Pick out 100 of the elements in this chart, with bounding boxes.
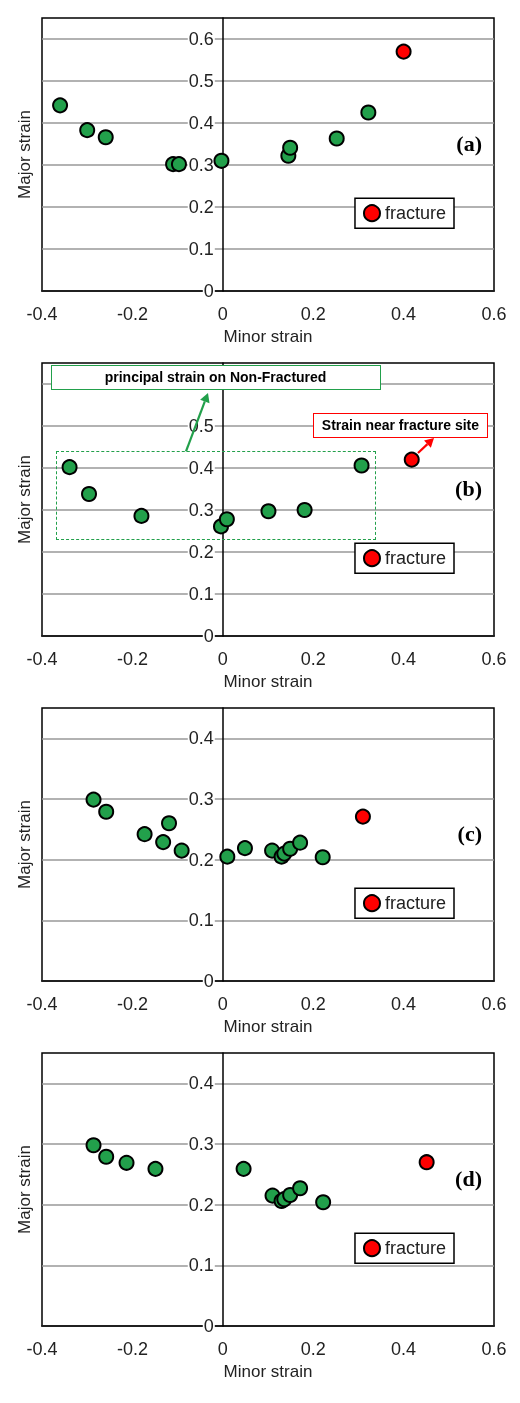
annotation: (c): [457, 821, 482, 847]
point: [395, 43, 412, 60]
point: [354, 808, 371, 825]
x-tick-label: 0.2: [300, 304, 326, 324]
point: [52, 97, 69, 114]
x-axis-title: Minor strain: [223, 1361, 313, 1381]
point: [403, 451, 420, 468]
y-axis-title: Major strain: [14, 1145, 34, 1234]
x-tick-label: 0.6: [481, 304, 507, 324]
x-tick-label: 0.2: [300, 1339, 326, 1359]
y-tick-label: 0.4: [188, 728, 214, 749]
y-tick-label: 0.1: [188, 239, 214, 259]
point: [79, 122, 96, 139]
legend-label: fracture: [384, 203, 447, 224]
x-tick-label: 0.6: [481, 994, 507, 1014]
point: [147, 1160, 164, 1177]
x-tick-label: 0.4: [391, 1339, 417, 1359]
y-tick-label: 0.2: [188, 542, 214, 562]
point: [97, 129, 114, 146]
point: [236, 840, 253, 857]
point: [85, 1137, 102, 1154]
point: [118, 1154, 135, 1171]
y-tick-label: 0.2: [188, 1194, 214, 1215]
point: [418, 1154, 435, 1171]
x-tick-label: -0.2: [116, 1339, 148, 1359]
point: [81, 486, 98, 503]
point: [133, 507, 150, 524]
x-tick-label: -0.2: [116, 304, 148, 324]
point: [360, 104, 377, 121]
y-tick-label: 0.3: [188, 1134, 214, 1154]
legend-label: fracture: [384, 548, 447, 569]
y-tick-label: 0.1: [188, 1255, 214, 1276]
annotation: (b): [455, 476, 482, 502]
y-tick-label: 0.5: [188, 71, 214, 91]
y-tick-label: 0.1: [188, 584, 214, 604]
y-tick-label: 0.2: [188, 849, 214, 870]
point: [353, 457, 370, 474]
y-tick-label: 0: [203, 971, 214, 991]
x-tick-label: 0: [217, 994, 228, 1014]
legend-label: fracture: [384, 1238, 447, 1259]
x-tick-label: 0: [217, 304, 228, 324]
point: [136, 826, 153, 843]
point: [218, 511, 235, 528]
note-box: Strain near fracture site: [312, 412, 488, 438]
x-axis-title: Minor strain: [223, 1016, 313, 1036]
point: [260, 503, 277, 520]
y-tick-label: 0: [203, 1316, 214, 1336]
point: [292, 834, 309, 851]
note-box: principal strain on Non-Fractured: [50, 365, 381, 390]
y-axis-title: Major strain: [14, 110, 34, 199]
y-tick-label: 0.6: [188, 29, 214, 49]
legend-label: fracture: [384, 893, 447, 914]
point: [219, 848, 236, 865]
x-axis-title: Minor strain: [223, 326, 313, 346]
y-axis-title: Major strain: [14, 800, 34, 889]
point: [98, 803, 115, 820]
x-tick-label: 0.4: [391, 649, 417, 669]
x-tick-label: -0.4: [26, 994, 58, 1014]
y-tick-label: 0.1: [188, 910, 214, 931]
y-tick-label: 0.4: [188, 1073, 214, 1094]
x-tick-label: -0.4: [26, 1339, 58, 1359]
y-tick-label: 0.4: [188, 458, 214, 478]
point: [170, 156, 187, 173]
point: [98, 1148, 115, 1165]
x-tick-label: 0.4: [391, 994, 417, 1014]
y-axis-title: Major strain: [14, 455, 34, 544]
point: [296, 502, 313, 518]
point: [314, 849, 331, 866]
point: [282, 139, 299, 156]
point: [235, 1160, 252, 1177]
point: [292, 1180, 309, 1197]
x-tick-label: -0.4: [26, 649, 58, 669]
x-tick-label: 0: [217, 649, 228, 669]
x-tick-label: -0.4: [26, 304, 58, 324]
y-tick-label: 0.3: [188, 789, 214, 809]
x-tick-label: 0: [217, 1339, 228, 1359]
y-tick-label: 0.4: [188, 113, 214, 133]
y-tick-label: 0: [203, 281, 214, 301]
point: [213, 152, 230, 169]
point: [155, 834, 172, 851]
annotation: (a): [456, 131, 482, 157]
point: [315, 1194, 332, 1211]
point: [61, 459, 78, 476]
x-axis-title: Minor strain: [223, 671, 313, 691]
y-tick-label: 0.3: [188, 155, 214, 175]
x-tick-label: 0.4: [391, 304, 417, 324]
point: [328, 130, 345, 147]
y-tick-label: 0.3: [188, 500, 214, 520]
x-tick-label: -0.2: [116, 994, 148, 1014]
y-tick-label: 0.2: [188, 197, 214, 217]
annotation: (d): [455, 1166, 482, 1192]
x-tick-label: 0.2: [300, 649, 326, 669]
point: [161, 815, 178, 832]
x-tick-label: 0.6: [481, 649, 507, 669]
point: [173, 842, 190, 859]
x-tick-label: 0.6: [481, 1339, 507, 1359]
point: [85, 791, 102, 808]
x-tick-label: 0.2: [300, 994, 326, 1014]
x-tick-label: -0.2: [116, 649, 148, 669]
y-tick-label: 0: [203, 626, 214, 646]
